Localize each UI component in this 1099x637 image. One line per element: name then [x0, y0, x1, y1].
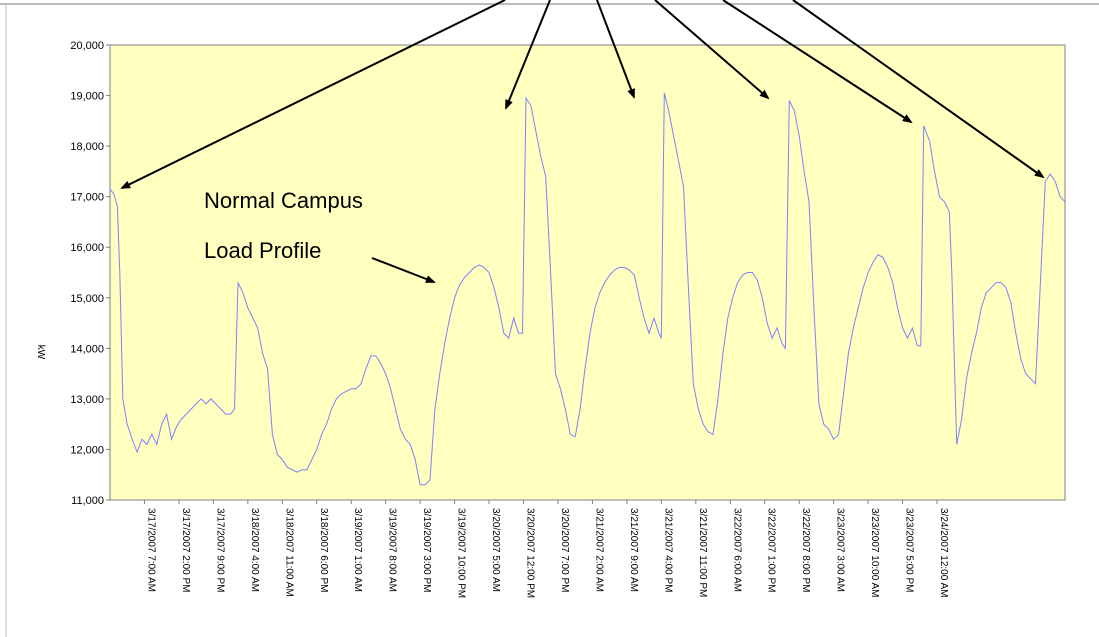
- y-tick-label: 18,000: [70, 141, 104, 153]
- x-tick-label: 3/24/2007 12:00 AM: [938, 508, 949, 598]
- x-tick-label: 3/17/2007 2:00 PM: [180, 508, 191, 593]
- y-tick-label: 19,000: [70, 91, 104, 103]
- y-tick-label: 15,000: [70, 293, 104, 305]
- arrow-2: [505, 0, 551, 110]
- x-tick-label: 3/19/2007 1:00 AM: [352, 508, 363, 592]
- arrow-4: [654, 0, 770, 100]
- y-tick-label: 17,000: [70, 192, 104, 204]
- peak-arrows: [120, 0, 1045, 283]
- x-tick-label: 3/21/2007 9:00 AM: [628, 508, 639, 592]
- x-tick-label: 3/19/2007 8:00 AM: [387, 508, 398, 592]
- x-tick-label: 3/19/2007 3:00 PM: [421, 508, 432, 593]
- x-tick-label: 3/17/2007 7:00 AM: [145, 508, 156, 592]
- x-tick-label: 3/22/2007 8:00 PM: [800, 508, 811, 593]
- x-tick-label: 3/23/2007 5:00 PM: [904, 508, 915, 593]
- y-tick-label: 11,000: [71, 495, 104, 507]
- x-tick-label: 3/21/2007 4:00 PM: [662, 508, 673, 593]
- x-tick-label: 3/20/2007 7:00 PM: [559, 508, 570, 593]
- x-axis-ticks: 3/17/2007 7:00 AM 3/17/2007 2:00 PM 3/17/2…: [143, 500, 949, 598]
- x-tick-label: 3/18/2007 11:00 AM: [283, 508, 294, 597]
- y-tick-label: 12,000: [70, 444, 104, 456]
- y-tick-label: 13,000: [70, 394, 104, 406]
- y-tick-label: 20,000: [70, 40, 104, 52]
- arrow-5: [722, 0, 913, 124]
- x-tick-label: 3/18/2007 4:00 AM: [249, 508, 260, 592]
- x-tick-label: 3/23/2007 3:00 AM: [835, 508, 846, 592]
- x-tick-label: 3/17/2007 9:00 PM: [214, 508, 225, 593]
- y-tick-label: 16,000: [70, 242, 104, 254]
- y-tick-label: 14,000: [70, 343, 104, 355]
- x-tick-label: 3/23/2007 10:00 AM: [869, 508, 880, 598]
- arrow-annotation: [371, 257, 436, 283]
- y-axis-label: kW: [35, 345, 46, 360]
- x-tick-label: 3/18/2007 6:00 PM: [318, 508, 329, 593]
- x-tick-label: 3/20/2007 5:00 AM: [490, 508, 501, 592]
- annotation-line-1: Normal Campus: [204, 188, 363, 213]
- arrow-6: [792, 0, 1045, 179]
- x-tick-label: 3/21/2007 2:00 AM: [593, 508, 604, 592]
- y-axis-ticks: 20,000 19,000 18,000 17,000 16,000 15,000 14,0…: [70, 40, 110, 507]
- series-line-kw: [109, 92, 1066, 486]
- arrow-3: [596, 0, 635, 99]
- x-tick-label: 3/19/2007 10:00 PM: [456, 508, 467, 598]
- arrow-1: [120, 0, 506, 189]
- x-tick-label: 3/22/2007 6:00 AM: [731, 508, 742, 592]
- x-tick-label: 3/21/2007 11:00 PM: [697, 508, 708, 597]
- x-tick-label: 3/20/2007 12:00 PM: [525, 508, 536, 598]
- x-tick-label: 3/22/2007 1:00 PM: [766, 508, 777, 593]
- annotation-line-2: Load Profile: [204, 238, 321, 263]
